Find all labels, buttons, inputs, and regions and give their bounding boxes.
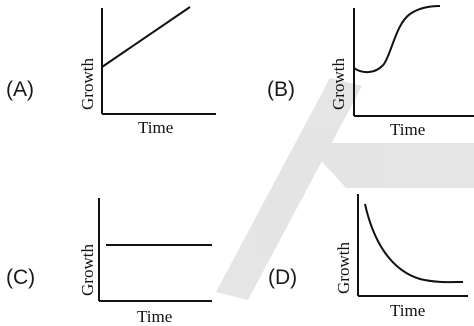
panel-a: (A) Growth Time	[6, 6, 216, 137]
panel-b: (B) Growth Time	[267, 5, 474, 139]
option-label-a: (A)	[6, 78, 34, 101]
y-axis-label-d: Growth	[334, 242, 353, 294]
option-label-c: (C)	[6, 266, 35, 289]
y-axis-label-a: Growth	[78, 58, 97, 110]
y-axis-label-b: Growth	[329, 58, 348, 110]
x-axis-label-d: Time	[390, 301, 425, 320]
y-axis-label-c: Growth	[78, 244, 97, 296]
growth-curve-b	[353, 5, 441, 74]
option-label-d: (D)	[268, 266, 297, 289]
x-axis-label-c: Time	[137, 307, 172, 326]
watermark-stroke-arrow	[305, 143, 474, 188]
watermark	[216, 78, 474, 300]
watermark-stroke-diagonal	[216, 78, 362, 300]
option-label-b: (B)	[267, 78, 295, 101]
growth-curve-d	[364, 203, 464, 284]
panel-d: (D) Growth Time	[268, 194, 468, 320]
growth-curve-a	[101, 6, 191, 68]
x-axis-label-b: Time	[390, 120, 425, 139]
panel-c: (C) Growth Time	[6, 198, 212, 326]
x-axis-label-a: Time	[138, 118, 173, 137]
